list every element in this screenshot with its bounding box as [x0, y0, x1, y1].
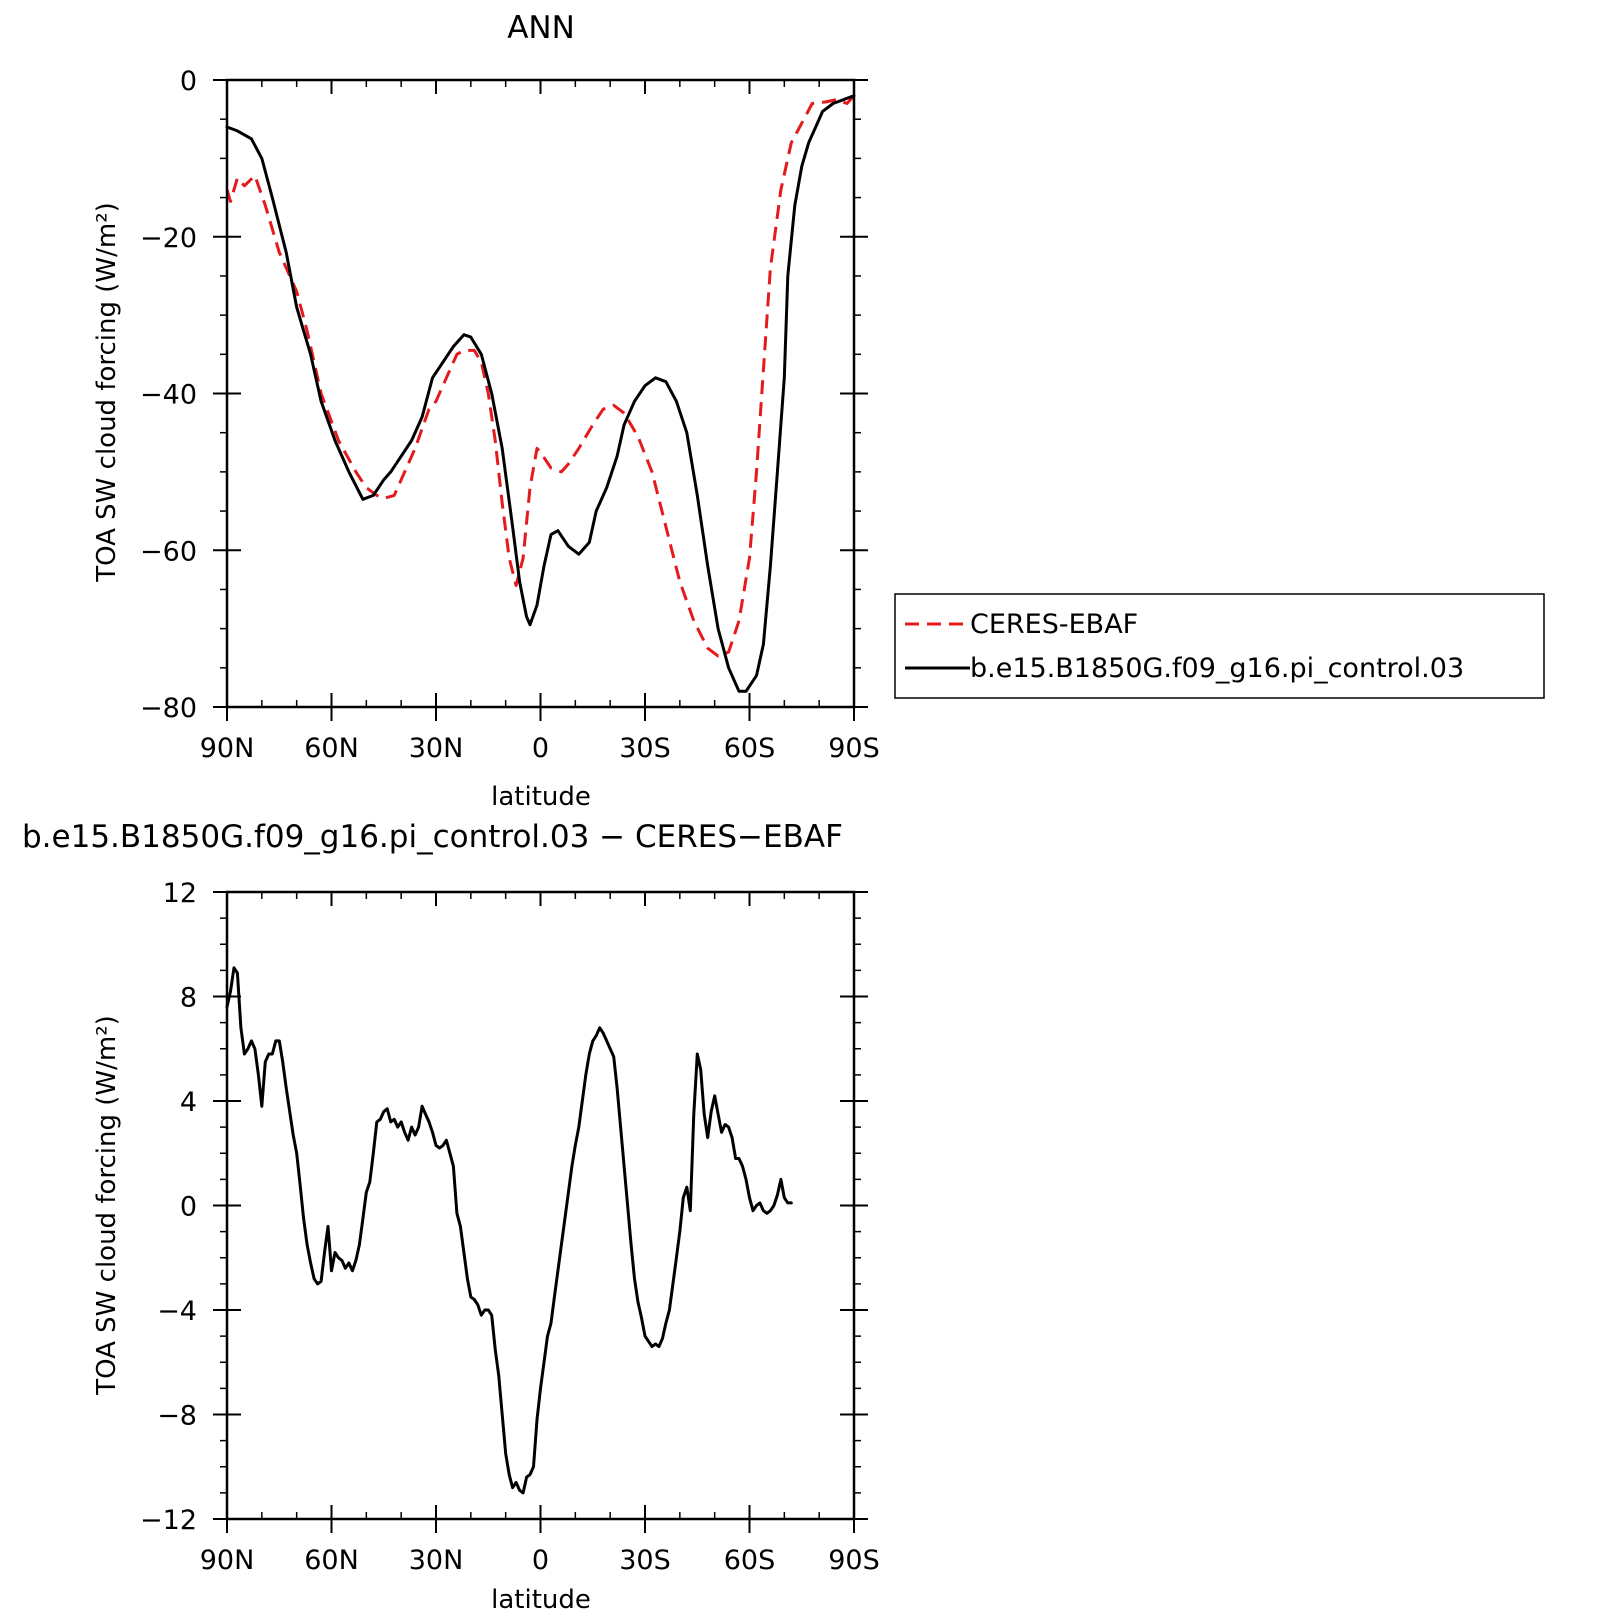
x-tick-label: 30S: [619, 733, 671, 764]
x-tick-label: 60S: [724, 733, 776, 764]
panel-annual-ticks: [213, 79, 868, 721]
x-tick-label: 90N: [200, 1545, 255, 1576]
legend: CERES-EBAF b.e15.B1850G.f09_g16.pi_contr…: [894, 593, 1545, 699]
panel-title-annual: ANN: [507, 10, 575, 46]
y-tick-label: 4: [180, 1087, 197, 1118]
y-axis-title-difference: TOA SW cloud forcing (W/m²): [92, 1015, 122, 1396]
x-tick-label: 30N: [409, 733, 464, 764]
y-tick-label: 0: [180, 1192, 197, 1223]
panel-annual-y-tick-labels: 0 −20 −40 −60 −80: [140, 66, 197, 724]
y-tick-label: −80: [140, 693, 197, 724]
panel-difference-frame: [225, 890, 856, 1521]
y-tick-label: −20: [140, 223, 197, 254]
legend-box: [894, 593, 1545, 699]
panel-annual-lines: [225, 94, 856, 693]
x-tick-label: 90S: [828, 733, 880, 764]
x-tick-label: 60S: [724, 1545, 776, 1576]
y-tick-label: 8: [180, 983, 197, 1014]
y-tick-label: −8: [157, 1401, 197, 1432]
panel-annual-x-tick-labels: 90N 60N 30N 0 30S 60S 90S: [200, 733, 880, 764]
legend-label-ceres: CERES-EBAF: [970, 609, 1138, 640]
y-tick-label: −4: [157, 1296, 197, 1327]
x-tick-label: 0: [532, 733, 549, 764]
y-tick-label: −12: [140, 1505, 197, 1536]
x-axis-title-annual: latitude: [491, 782, 591, 812]
panel-difference-lines: [225, 966, 793, 1495]
x-tick-label: 90S: [828, 1545, 880, 1576]
series-line-difference: [225, 966, 793, 1495]
series-line-model: [225, 94, 856, 693]
x-tick-label: 60N: [304, 1545, 359, 1576]
panel-annual: ANN 90N 60N 30N 0 30S 60S 90S 0 −20 −40 −60 −80 la…: [92, 10, 1545, 812]
panel-annual-frame: [225, 78, 856, 709]
x-tick-label: 0: [532, 1545, 549, 1576]
panel-title-difference: b.e15.B1850G.f09_g16.pi_control.03 − CER…: [22, 819, 843, 855]
y-tick-label: 0: [180, 66, 197, 97]
x-tick-label: 30S: [619, 1545, 671, 1576]
y-tick-label: 12: [163, 878, 197, 909]
y-tick-label: −40: [140, 380, 197, 411]
y-axis-title-annual: TOA SW cloud forcing (W/m²): [92, 202, 122, 583]
x-tick-label: 60N: [304, 733, 359, 764]
x-tick-label: 30N: [409, 1545, 464, 1576]
y-tick-label: −60: [140, 536, 197, 567]
x-tick-label: 90N: [200, 733, 255, 764]
panel-difference-y-tick-labels: 12 8 4 0 −4 −8 −12: [140, 878, 197, 1536]
legend-label-model: b.e15.B1850G.f09_g16.pi_control.03: [970, 653, 1464, 684]
panel-difference-x-tick-labels: 90N 60N 30N 0 30S 60S 90S: [200, 1545, 880, 1576]
panel-difference: b.e15.B1850G.f09_g16.pi_control.03 − CER…: [22, 819, 880, 1613]
x-axis-title-difference: latitude: [491, 1585, 591, 1613]
series-line-ceres-ebaf: [225, 94, 856, 658]
